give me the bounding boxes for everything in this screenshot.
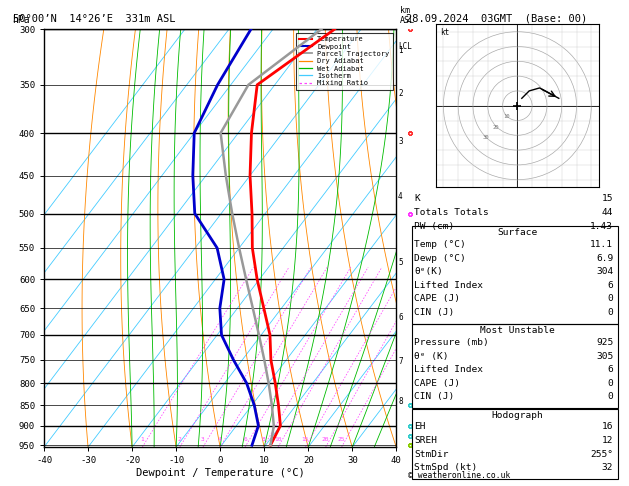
Text: 3: 3 [201, 437, 205, 442]
Text: 1: 1 [398, 46, 403, 55]
Text: θᵉ (K): θᵉ (K) [414, 351, 448, 361]
X-axis label: Dewpoint / Temperature (°C): Dewpoint / Temperature (°C) [136, 468, 304, 478]
Text: 305: 305 [596, 351, 613, 361]
Text: 3: 3 [398, 137, 403, 146]
Text: 6.9: 6.9 [596, 254, 613, 262]
Text: Hodograph: Hodograph [491, 411, 543, 420]
Text: K: K [414, 194, 420, 204]
Text: 0: 0 [608, 379, 613, 388]
Text: 255°: 255° [590, 450, 613, 459]
Text: StmSpd (kt): StmSpd (kt) [414, 463, 477, 472]
Text: 7: 7 [398, 357, 403, 366]
Text: SREH: SREH [414, 436, 437, 445]
Text: 6: 6 [608, 365, 613, 374]
Text: 15: 15 [602, 194, 613, 204]
Text: 16: 16 [602, 422, 613, 432]
Text: StmDir: StmDir [414, 450, 448, 459]
Text: 15: 15 [302, 437, 309, 442]
Text: 0: 0 [608, 308, 613, 317]
Text: EH: EH [414, 422, 425, 432]
Text: Pressure (mb): Pressure (mb) [414, 338, 489, 347]
Text: Dewp (°C): Dewp (°C) [414, 254, 465, 262]
Text: Lifted Index: Lifted Index [414, 365, 483, 374]
Text: 8: 8 [398, 398, 403, 406]
Text: 6: 6 [243, 437, 247, 442]
Text: CAPE (J): CAPE (J) [414, 295, 460, 303]
Text: 50°00’N  14°26’E  331m ASL: 50°00’N 14°26’E 331m ASL [13, 14, 175, 24]
Text: km
ASL: km ASL [400, 5, 415, 25]
Text: Totals Totals: Totals Totals [414, 208, 489, 217]
Text: © weatheronline.co.uk: © weatheronline.co.uk [408, 471, 510, 480]
Text: 2: 2 [398, 88, 403, 98]
Text: 20: 20 [493, 124, 499, 129]
Legend: Temperature, Dewpoint, Parcel Trajectory, Dry Adiabat, Wet Adiabat, Isotherm, Mi: Temperature, Dewpoint, Parcel Trajectory… [296, 33, 392, 90]
Text: 2: 2 [178, 437, 182, 442]
Text: 32: 32 [602, 463, 613, 472]
Text: 304: 304 [596, 267, 613, 276]
Text: Most Unstable: Most Unstable [480, 327, 554, 335]
Text: Lifted Index: Lifted Index [414, 281, 483, 290]
Text: 1.43: 1.43 [590, 222, 613, 231]
Text: 4: 4 [218, 437, 222, 442]
Text: CAPE (J): CAPE (J) [414, 379, 460, 388]
Text: 30: 30 [482, 135, 489, 140]
Text: PW (cm): PW (cm) [414, 222, 454, 231]
Text: 4: 4 [398, 192, 403, 201]
Text: 6: 6 [608, 281, 613, 290]
Text: Surface: Surface [497, 228, 537, 238]
Text: 12: 12 [602, 436, 613, 445]
Text: Temp (°C): Temp (°C) [414, 240, 465, 249]
Text: 5: 5 [398, 258, 403, 267]
Text: 10: 10 [274, 437, 282, 442]
Text: 1: 1 [140, 437, 144, 442]
Text: θᵉ(K): θᵉ(K) [414, 267, 443, 276]
Text: 8: 8 [262, 437, 265, 442]
Text: hPa: hPa [13, 15, 30, 25]
Text: LCL: LCL [398, 42, 412, 51]
Text: 11.1: 11.1 [590, 240, 613, 249]
Text: 44: 44 [602, 208, 613, 217]
Text: 10: 10 [503, 114, 510, 119]
Text: 28.09.2024  03GMT  (Base: 00): 28.09.2024 03GMT (Base: 00) [406, 14, 587, 24]
Text: 0: 0 [608, 392, 613, 401]
Text: 0: 0 [608, 295, 613, 303]
Text: 20: 20 [322, 437, 330, 442]
Text: 25: 25 [338, 437, 345, 442]
Text: CIN (J): CIN (J) [414, 392, 454, 401]
Text: 6: 6 [398, 312, 403, 322]
Text: CIN (J): CIN (J) [414, 308, 454, 317]
Text: 925: 925 [596, 338, 613, 347]
Text: kt: kt [440, 28, 450, 36]
